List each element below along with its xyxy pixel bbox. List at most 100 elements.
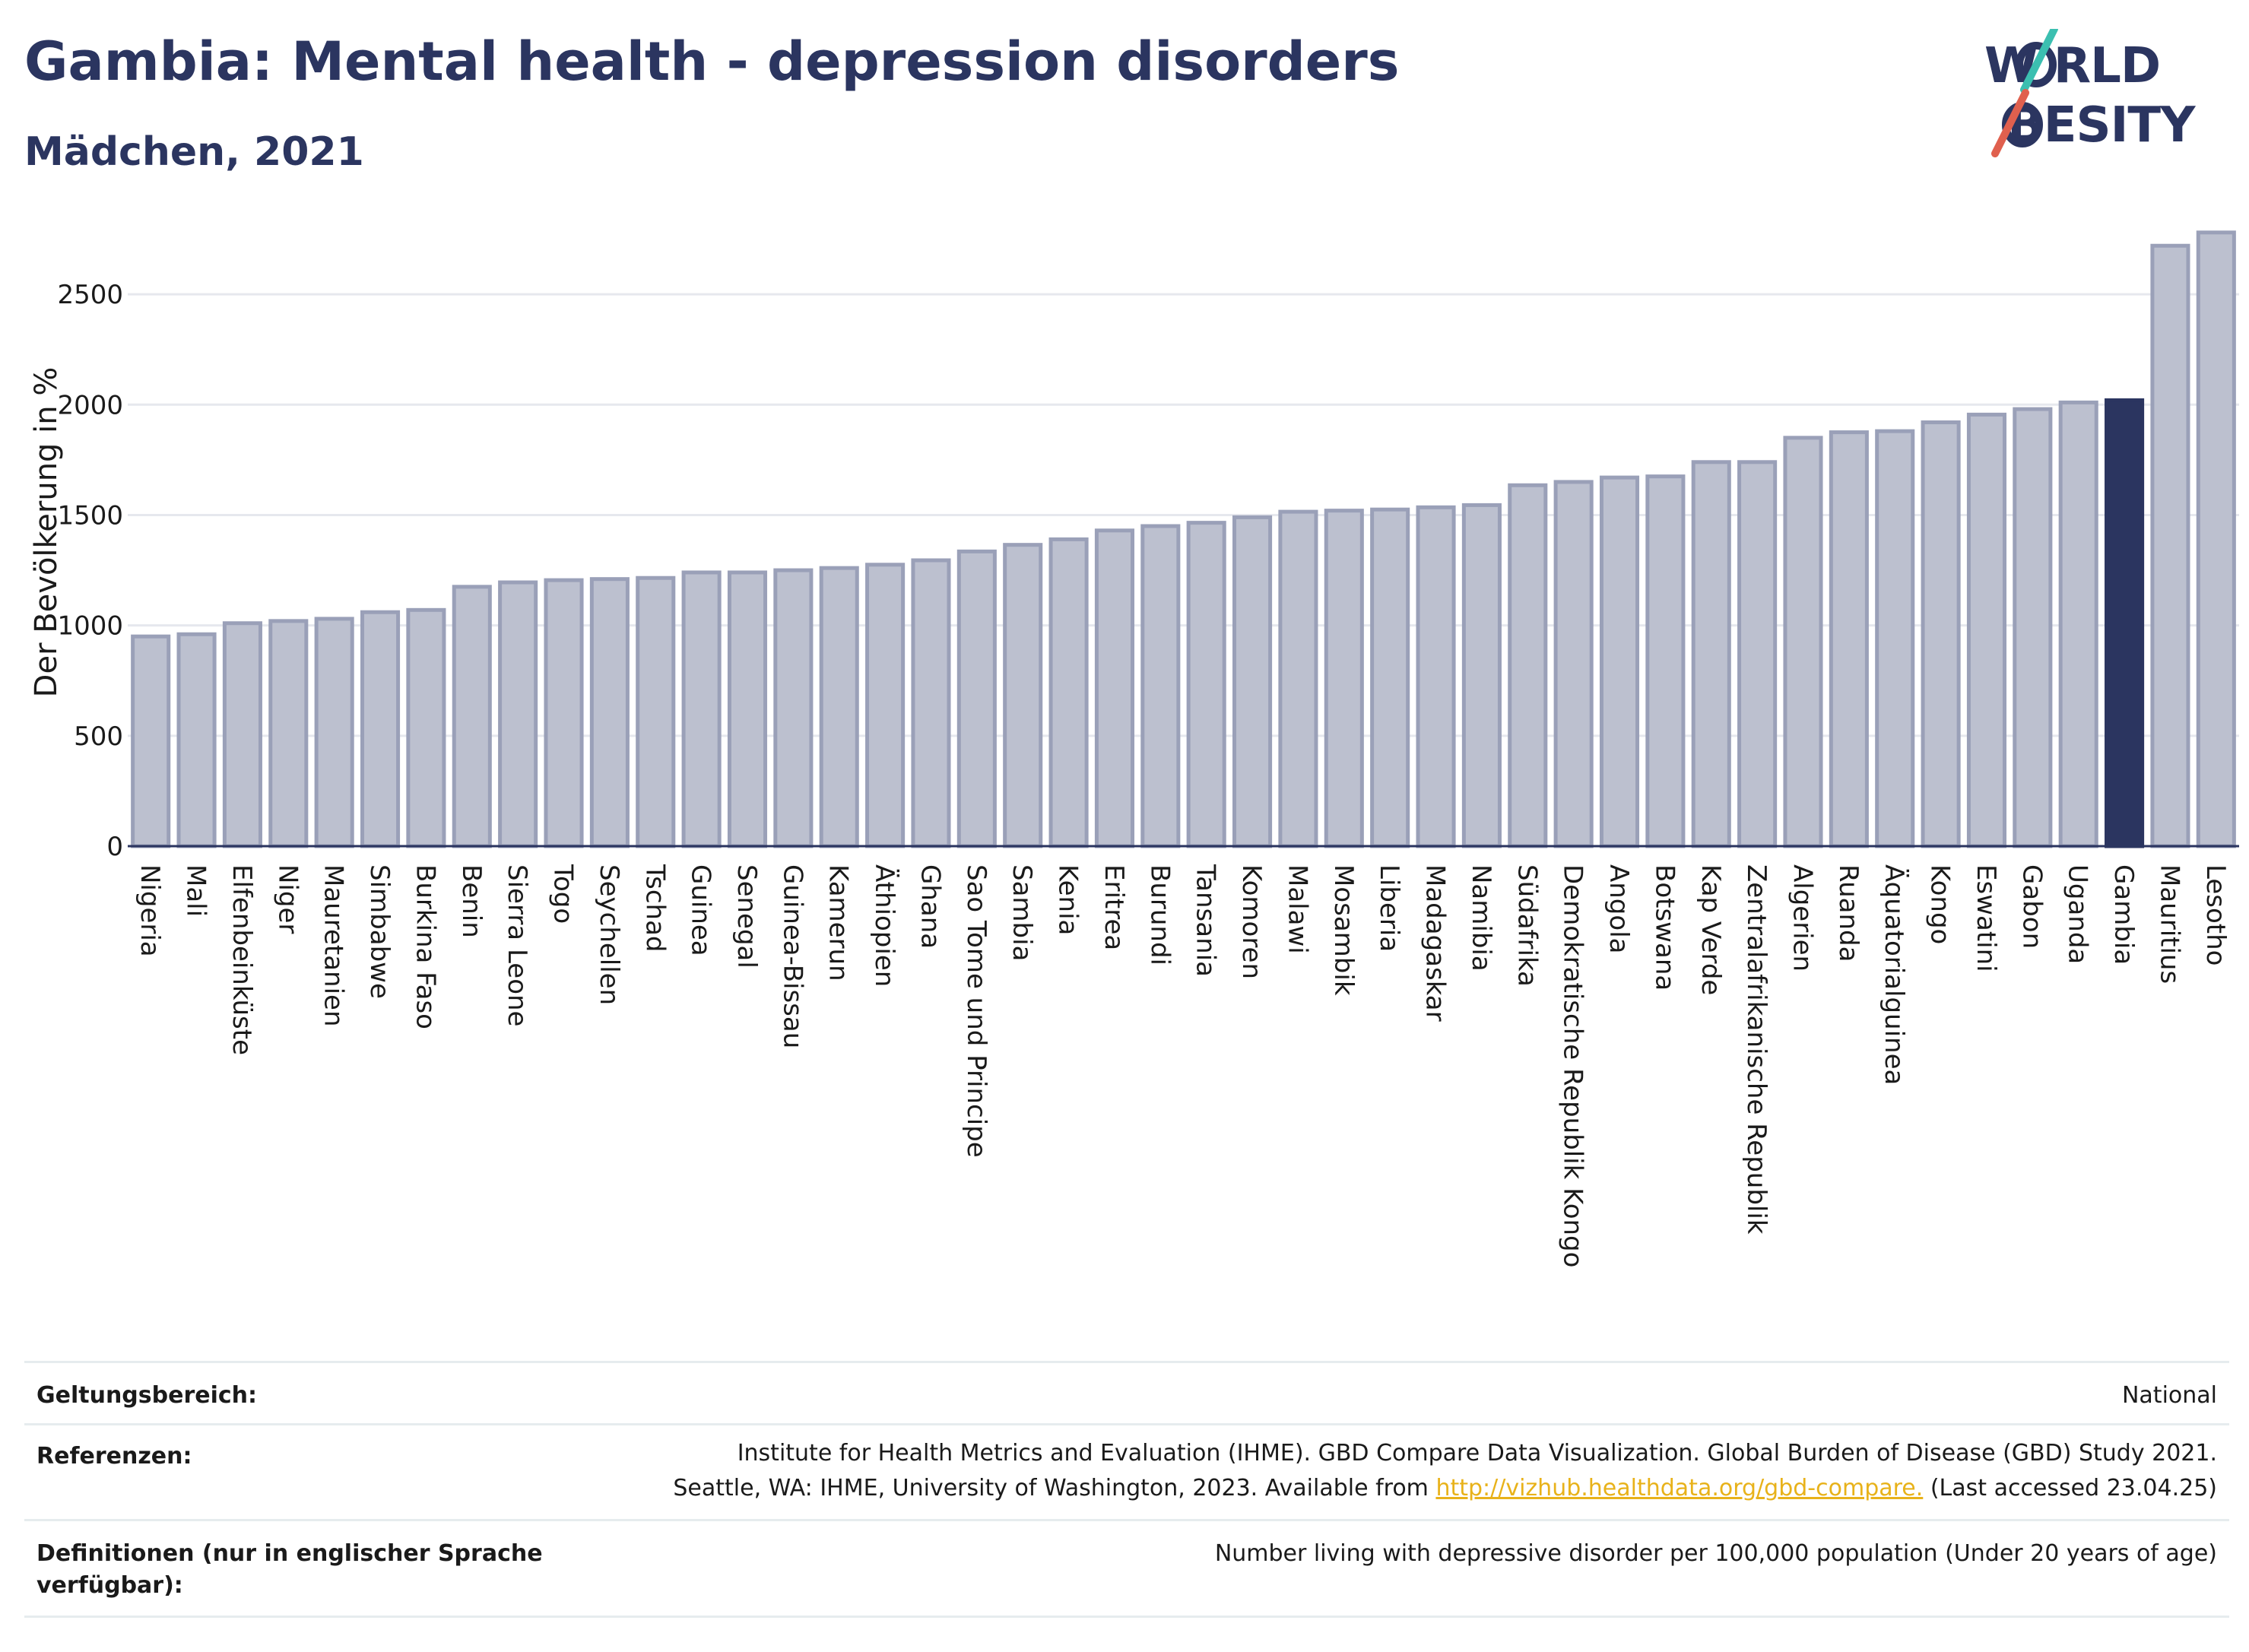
bar-burkina-faso[interactable] bbox=[406, 607, 446, 848]
bar-benin[interactable] bbox=[452, 585, 492, 848]
references-line2-post: (Last accessed 23.04.25) bbox=[1923, 1475, 2217, 1501]
bar-lesotho[interactable] bbox=[2196, 230, 2236, 848]
bar-angola[interactable] bbox=[1599, 475, 1640, 848]
x-tick-label: Benin bbox=[456, 864, 487, 938]
bar-nigeria[interactable] bbox=[131, 634, 171, 848]
x-tick-label: Sao Tome und Principe bbox=[961, 864, 991, 1158]
x-tick-label: Algerien bbox=[1787, 864, 1817, 972]
x-tick-label: Sambia bbox=[1007, 864, 1037, 961]
logo-slash-red bbox=[1991, 89, 2029, 157]
bar-südafrika[interactable] bbox=[1508, 483, 1548, 848]
bar-seychellen[interactable] bbox=[589, 577, 630, 848]
bar-algerien[interactable] bbox=[1783, 436, 1823, 848]
x-tick-label: Angola bbox=[1603, 864, 1634, 953]
logo-line1: W RLD bbox=[1984, 38, 2160, 94]
x-tick-label: Kongo bbox=[1925, 864, 1956, 944]
x-tick-label: Demokratische Republik Kongo bbox=[1558, 864, 1588, 1267]
x-tick-label: Tansania bbox=[1191, 864, 1221, 977]
definitions-row: Definitionen (nur in englischer Sprache … bbox=[24, 1519, 2229, 1618]
bar-liberia[interactable] bbox=[1370, 507, 1410, 848]
x-tick-label: Namibia bbox=[1466, 864, 1496, 972]
scope-row: Geltungsbereich: National bbox=[24, 1361, 2229, 1425]
x-tick-label: Eswatini bbox=[1971, 864, 2001, 972]
bar-gabon[interactable] bbox=[2013, 407, 2053, 848]
bar-mali[interactable] bbox=[176, 632, 217, 848]
bar-zentralafrikanische-republik[interactable] bbox=[1737, 460, 1778, 848]
references-row: Referenzen: Institute for Health Metrics… bbox=[24, 1423, 2229, 1521]
bar-sao-tome-und-principe[interactable] bbox=[956, 549, 997, 848]
references-link[interactable]: http://vizhub.healthdata.org/gbd-compare… bbox=[1435, 1475, 1924, 1501]
bar-botswana[interactable] bbox=[1645, 474, 1686, 848]
bar-malawi[interactable] bbox=[1278, 509, 1318, 848]
x-tick-label: Guinea bbox=[686, 864, 716, 956]
x-tick-label: Togo bbox=[548, 864, 579, 924]
bar-mauretanien[interactable] bbox=[314, 617, 354, 848]
logo-slash-teal bbox=[2020, 29, 2058, 94]
references-value: Institute for Health Metrics and Evaluat… bbox=[673, 1436, 2217, 1506]
bar-komoren[interactable] bbox=[1232, 515, 1273, 848]
x-tick-label: Kenia bbox=[1053, 864, 1083, 935]
x-tick-label: Kap Verde bbox=[1695, 864, 1726, 995]
bar-togo[interactable] bbox=[544, 578, 584, 848]
bar-simbabwe[interactable] bbox=[360, 610, 401, 848]
x-tick-label: Burundi bbox=[1144, 864, 1175, 966]
bar-gambia[interactable] bbox=[2105, 398, 2145, 848]
bar-äquatorialguinea[interactable] bbox=[1875, 429, 1915, 848]
x-tick-label: Simbabwe bbox=[364, 864, 395, 999]
x-tick-label: Burkina Faso bbox=[410, 864, 440, 1029]
x-tick-label: Tschad bbox=[639, 864, 670, 953]
x-tick-label: Gambia bbox=[2108, 864, 2139, 965]
scope-value: National bbox=[2121, 1382, 2217, 1409]
bar-elfenbeinküste[interactable] bbox=[222, 621, 262, 848]
bar-mosambik[interactable] bbox=[1324, 509, 1364, 848]
x-tick-label: Gabon bbox=[2016, 864, 2047, 949]
definitions-value: Number living with depressive disorder p… bbox=[1214, 1540, 2217, 1567]
x-tick-label: Botswana bbox=[1649, 864, 1680, 991]
x-tick-label: Malawi bbox=[1282, 864, 1312, 954]
bar-kenia[interactable] bbox=[1048, 537, 1089, 848]
x-tick-label: Seychellen bbox=[594, 864, 624, 1005]
scope-label: Geltungsbereich: bbox=[36, 1382, 258, 1409]
x-tick-label: Ghana bbox=[915, 864, 945, 949]
x-tick-label: Mosambik bbox=[1328, 864, 1359, 996]
bar-madagaskar[interactable] bbox=[1416, 505, 1456, 848]
references-line2-pre: Seattle, WA: IHME, University of Washing… bbox=[673, 1475, 1436, 1501]
logo-o-ring bbox=[2016, 42, 2057, 87]
x-tick-label: Sierra Leone bbox=[502, 864, 532, 1026]
bar-sierra-leone[interactable] bbox=[498, 580, 538, 848]
x-tick-label: Uganda bbox=[2063, 864, 2093, 964]
bar-demokratische-republik-kongo[interactable] bbox=[1553, 480, 1594, 848]
references-label: Referenzen: bbox=[36, 1443, 192, 1470]
bar-eswatini[interactable] bbox=[1966, 412, 2007, 848]
bar-senegal[interactable] bbox=[727, 570, 768, 848]
bar-burundi[interactable] bbox=[1140, 524, 1181, 848]
bar-eritrea[interactable] bbox=[1094, 528, 1134, 848]
x-tick-label: Zentralafrikanische Republik bbox=[1741, 864, 1772, 1235]
bar-ruanda[interactable] bbox=[1829, 430, 1869, 848]
bar-niger[interactable] bbox=[268, 619, 309, 848]
bar-kongo[interactable] bbox=[1921, 420, 1961, 848]
bar-namibia[interactable] bbox=[1461, 503, 1502, 848]
bar-guinea-bissau[interactable] bbox=[773, 568, 814, 848]
references-line2: Seattle, WA: IHME, University of Washing… bbox=[673, 1471, 2217, 1506]
bar-uganda[interactable] bbox=[2058, 400, 2098, 848]
bar-kap-verde[interactable] bbox=[1691, 460, 1731, 848]
bar-guinea[interactable] bbox=[681, 570, 722, 848]
bar-sambia[interactable] bbox=[1003, 543, 1043, 848]
page-subtitle: Mädchen, 2021 bbox=[24, 129, 364, 175]
world-obesity-logo: W RLD BESITY bbox=[1984, 29, 2197, 157]
bar-äthiopien[interactable] bbox=[865, 563, 906, 848]
bar-kamerun[interactable] bbox=[819, 566, 859, 848]
bar-chart: 0 500 1000 1500 2000 2500 Nigeria Mali Elfenbei… bbox=[29, 230, 2239, 1267]
x-tick-label: Madagaskar bbox=[1420, 864, 1451, 1022]
y-tick-label: 1500 bbox=[57, 500, 123, 531]
bar-tansania[interactable] bbox=[1186, 521, 1226, 848]
bar-tschad[interactable] bbox=[636, 576, 676, 848]
x-tick-label: Senegal bbox=[731, 864, 762, 969]
page-title: Gambia: Mental health - depression disor… bbox=[24, 30, 1400, 93]
x-tick-label: Komoren bbox=[1236, 864, 1267, 979]
bar-mauritius[interactable] bbox=[2150, 243, 2190, 848]
y-tick-label: 0 bbox=[106, 832, 123, 862]
y-axis-label: Der Bevölkerung in % bbox=[29, 367, 64, 698]
bar-ghana[interactable] bbox=[911, 558, 951, 848]
